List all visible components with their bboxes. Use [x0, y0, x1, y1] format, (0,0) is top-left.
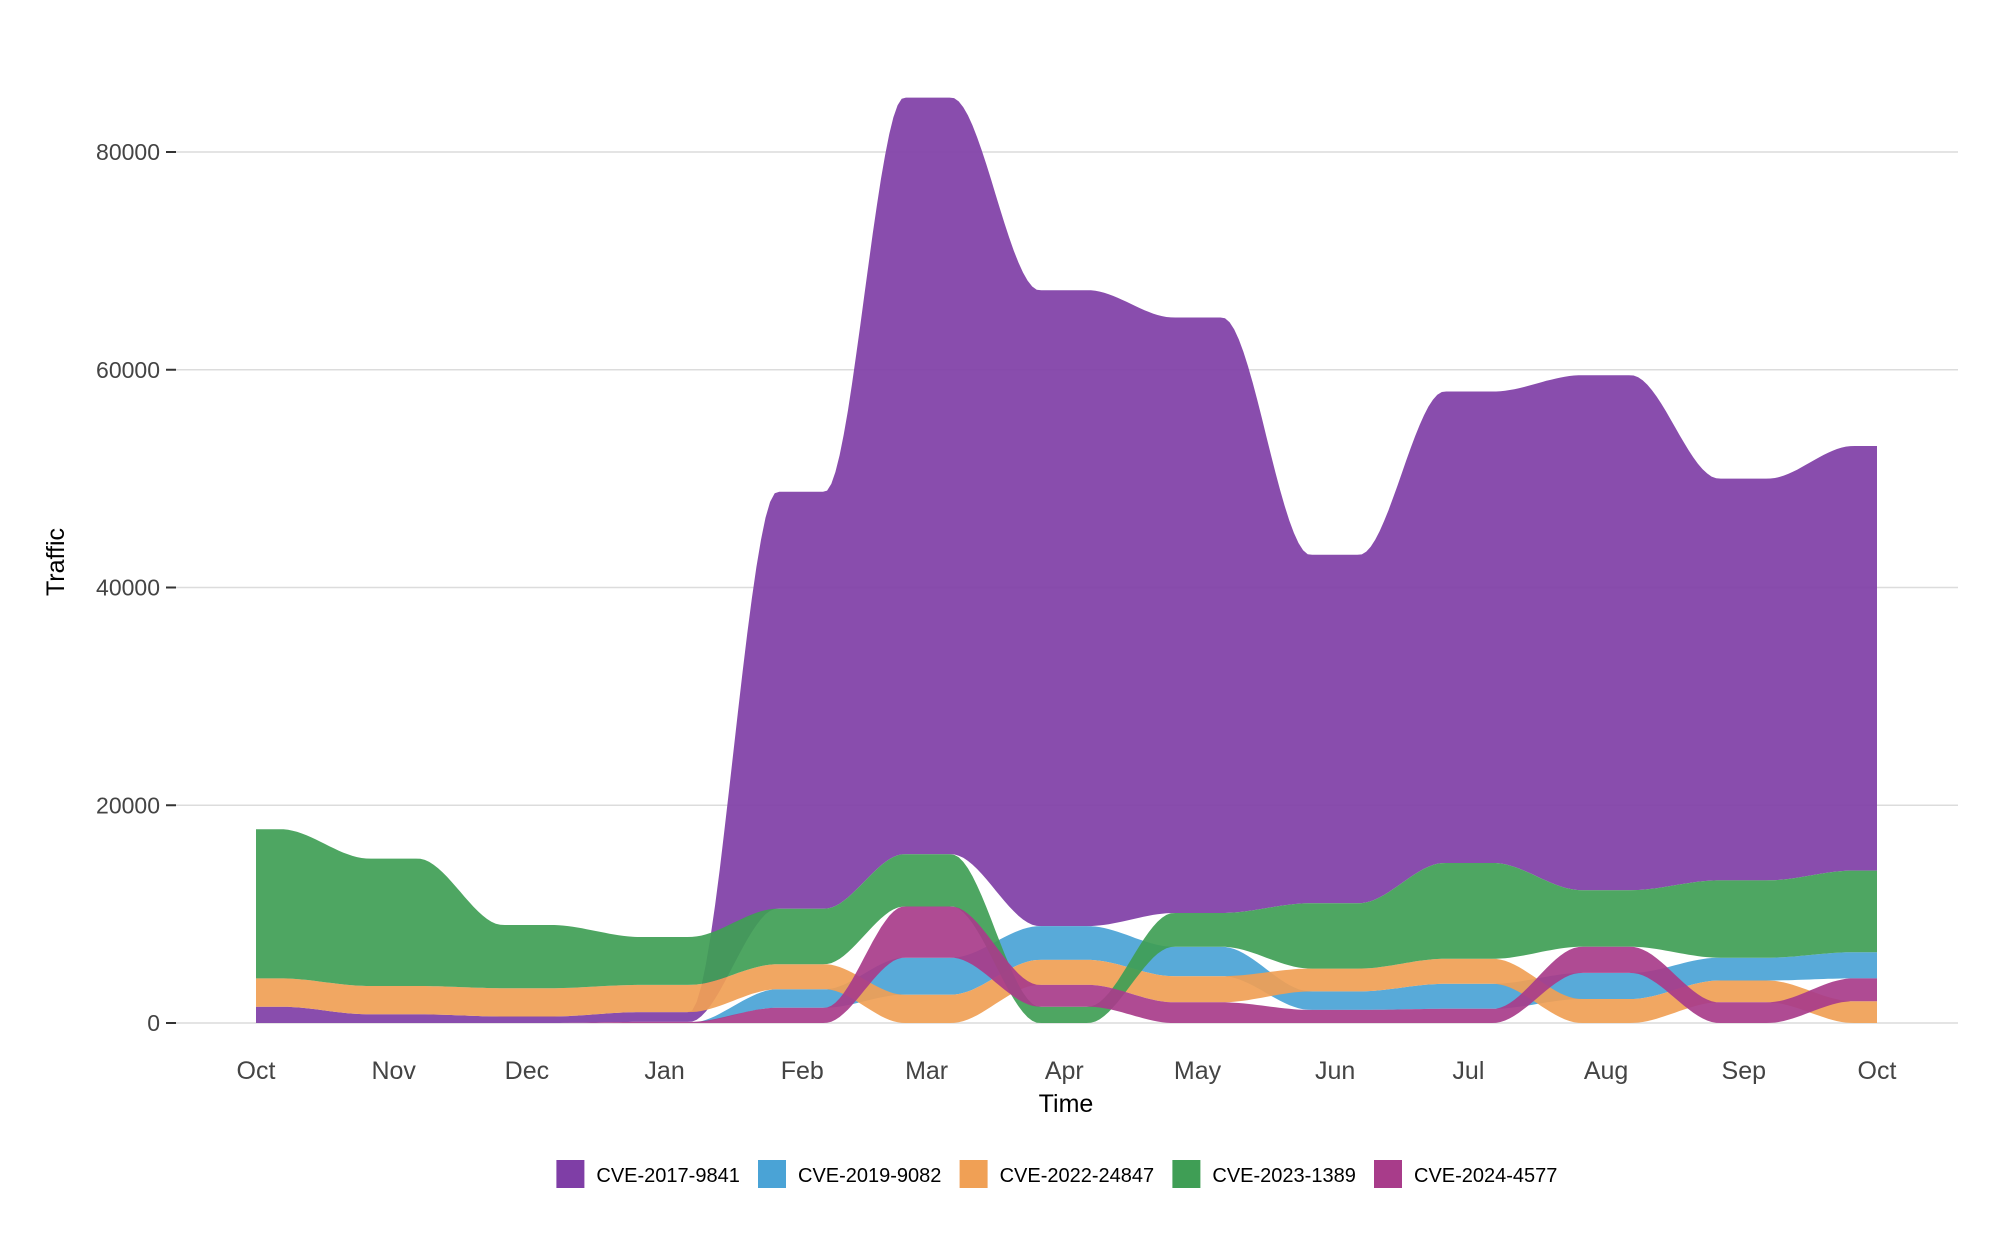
y-tick-label: 80000	[96, 139, 160, 165]
x-axis: Oct Nov Dec Jan Feb Mar Apr May Jun Jul Aug Sep Oct	[237, 1057, 1897, 1085]
legend-swatch	[556, 1160, 585, 1188]
x-tick-label: Nov	[371, 1057, 416, 1085]
y-axis: 0 20000 40000 60000 80000	[96, 139, 176, 1036]
legend-label: CVE-2022-24847	[1000, 1165, 1155, 1187]
y-tick-label: 60000	[96, 357, 160, 383]
x-tick-label: Oct	[1858, 1057, 1897, 1085]
legend: CVE-2017-9841 CVE-2019-9082 CVE-2022-24847…	[556, 1160, 1557, 1188]
stream-area-cve-2017-9841	[256, 97, 1877, 1024]
legend-item: CVE-2024-4577	[1374, 1160, 1557, 1188]
x-tick-label: May	[1174, 1057, 1222, 1085]
y-tick-label: 0	[147, 1010, 160, 1036]
stream-area-cve-2024-4577	[256, 906, 1877, 1023]
legend-item: CVE-2017-9841	[556, 1160, 740, 1188]
x-tick-label: Aug	[1584, 1057, 1628, 1085]
x-axis-title: Time	[1039, 1090, 1094, 1118]
legend-swatch	[959, 1160, 988, 1188]
x-tick-label: Feb	[781, 1057, 824, 1085]
legend-item: CVE-2019-9082	[758, 1160, 941, 1188]
x-tick-label: Sep	[1722, 1057, 1766, 1085]
y-tick-label: 20000	[96, 792, 160, 818]
legend-label: CVE-2019-9082	[798, 1165, 941, 1187]
x-tick-label: Oct	[237, 1057, 276, 1085]
legend-label: CVE-2017-9841	[596, 1165, 739, 1187]
x-tick-label: Apr	[1045, 1057, 1084, 1085]
legend-label: CVE-2023-1389	[1212, 1165, 1355, 1187]
legend-swatch	[1374, 1160, 1402, 1188]
legend-swatch	[758, 1160, 786, 1188]
legend-item: CVE-2023-1389	[1172, 1160, 1356, 1188]
legend-label: CVE-2024-4577	[1414, 1165, 1557, 1187]
y-axis-title: Traffic	[42, 528, 70, 596]
legend-swatch	[1172, 1160, 1201, 1188]
x-tick-label: Jun	[1315, 1057, 1355, 1085]
x-tick-label: Jan	[644, 1057, 684, 1085]
x-tick-label: Dec	[505, 1057, 549, 1085]
y-tick-label: 40000	[96, 575, 160, 601]
x-tick-label: Jul	[1452, 1057, 1484, 1085]
legend-item: CVE-2022-24847	[959, 1160, 1155, 1188]
x-tick-label: Mar	[905, 1057, 948, 1085]
stream-area-cve-2023-1389	[256, 829, 1877, 1023]
stream-areas	[256, 97, 1877, 1024]
stream-area-cve-2019-9082	[256, 926, 1877, 1023]
stream-area-cve-2022-24847	[256, 958, 1877, 1023]
